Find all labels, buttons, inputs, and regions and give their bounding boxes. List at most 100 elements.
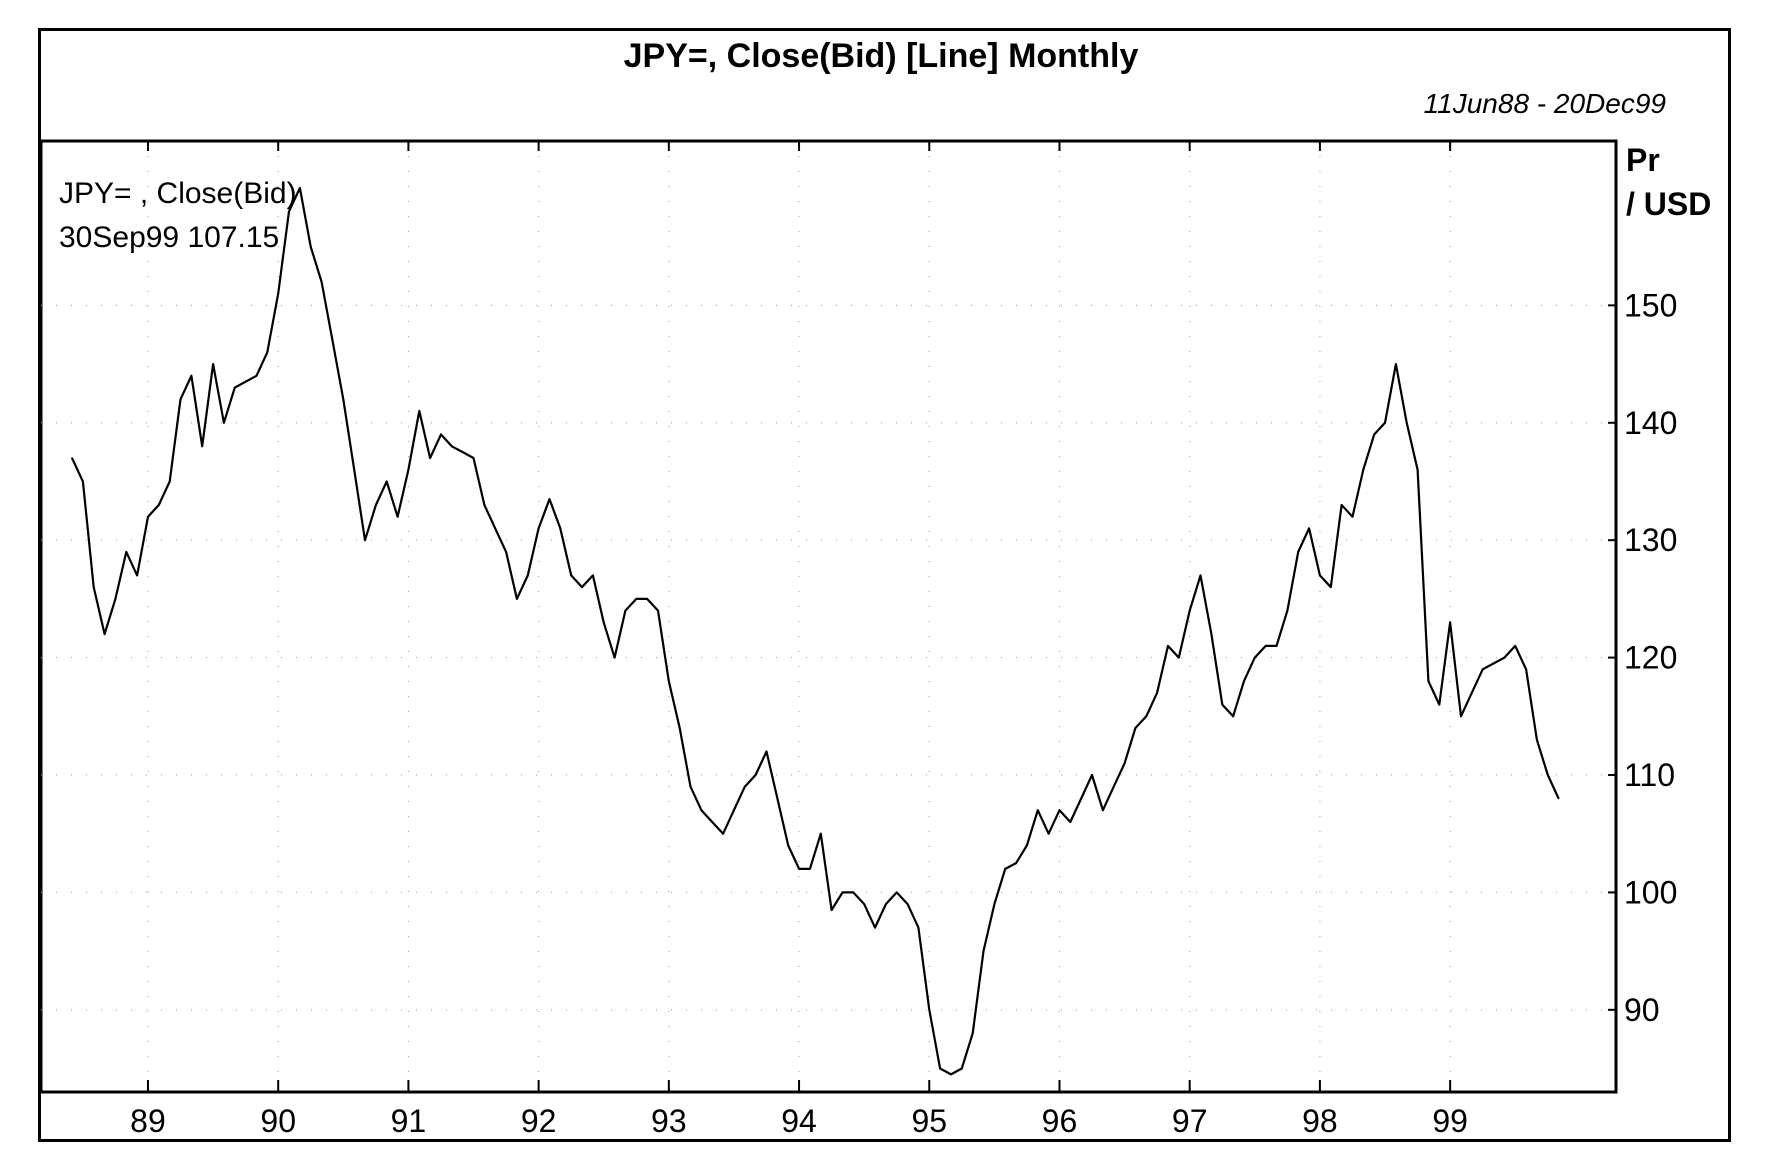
- data-point: [1123, 762, 1126, 765]
- data-point: [375, 504, 377, 506]
- data-point: [1557, 797, 1560, 800]
- data-point: [158, 504, 160, 506]
- data-point: [212, 363, 214, 365]
- data-point: [440, 433, 442, 436]
- data-point: [309, 245, 312, 248]
- data-point: [798, 868, 800, 870]
- data-point: [1308, 527, 1310, 530]
- data-point: [885, 903, 887, 905]
- data-point: [125, 551, 128, 553]
- data-point: [950, 1073, 952, 1076]
- data-point: [277, 292, 279, 295]
- data-point: [711, 821, 713, 823]
- data-point: [1449, 621, 1451, 624]
- y-unit-line1: Pr: [1626, 142, 1660, 178]
- x-tick-label: 91: [391, 1103, 427, 1139]
- data-point: [1069, 821, 1072, 823]
- data-point: [71, 457, 73, 459]
- date-range-label: 11Jun88 - 20Dec99: [1424, 88, 1666, 119]
- chart-frame: JPY=, Close(Bid) [Line] Monthly 11Jun88 …: [38, 28, 1731, 1142]
- data-point: [830, 909, 833, 911]
- y-tick-label: 110: [1624, 757, 1675, 793]
- data-point: [787, 844, 789, 847]
- data-point: [581, 586, 583, 588]
- data-point: [179, 398, 182, 401]
- data-point: [917, 926, 920, 929]
- x-tick-label: 92: [521, 1103, 557, 1139]
- data-point: [527, 574, 529, 577]
- y-tick-label: 130: [1624, 522, 1677, 558]
- data-point: [1286, 609, 1289, 612]
- y-tick-label: 100: [1624, 874, 1677, 910]
- data-point: [1525, 668, 1527, 671]
- data-point: [1351, 515, 1354, 518]
- legend-series-label: JPY= , Close(Bid): [59, 177, 297, 210]
- data-point: [168, 480, 171, 483]
- data-point: [1405, 422, 1408, 424]
- data-point: [1264, 645, 1267, 647]
- data-point: [570, 574, 572, 577]
- data-point: [1232, 715, 1234, 718]
- data-point: [1514, 645, 1516, 647]
- data-point: [494, 527, 497, 530]
- data-point: [1362, 468, 1365, 471]
- data-point: [1004, 868, 1006, 870]
- series-layer: [71, 186, 1560, 1076]
- data-point: [1384, 422, 1386, 424]
- data-point: [1188, 609, 1191, 612]
- data-point: [1210, 633, 1213, 635]
- data-point: [841, 891, 844, 894]
- data-point: [396, 515, 399, 518]
- data-point: [483, 504, 486, 506]
- data-point: [505, 551, 507, 553]
- x-tick-label: 95: [911, 1103, 947, 1139]
- data-point: [961, 1067, 963, 1070]
- chart-title: JPY=, Close(Bid) [Line] Monthly: [624, 37, 1139, 75]
- data-point: [993, 903, 996, 905]
- data-point: [928, 1009, 931, 1011]
- data-point: [1167, 645, 1169, 647]
- data-point: [1438, 703, 1441, 706]
- data-point: [1156, 692, 1158, 694]
- data-point: [1178, 656, 1180, 659]
- data-point: [1243, 680, 1245, 682]
- data-point: [1221, 703, 1224, 706]
- data-point: [1091, 774, 1093, 776]
- chart-svg: JPY=, Close(Bid) [Line] Monthly 11Jun88 …: [41, 37, 1711, 1139]
- y-axis: 90 100 110 120 130 140 150: [1608, 287, 1677, 1028]
- data-point: [1102, 809, 1104, 811]
- data-point: [1481, 668, 1484, 671]
- data-point: [592, 574, 594, 577]
- data-point: [776, 797, 779, 800]
- data-point: [461, 451, 464, 453]
- data-point: [429, 457, 431, 459]
- x-tick-label: 98: [1302, 1103, 1338, 1139]
- data-point: [190, 375, 193, 377]
- data-point: [288, 210, 290, 213]
- data-point: [114, 598, 117, 600]
- data-point: [744, 785, 746, 788]
- data-point: [418, 410, 421, 412]
- data-point: [1199, 574, 1202, 577]
- data-point: [1471, 692, 1473, 694]
- data-point: [689, 785, 692, 788]
- data-point: [82, 480, 84, 483]
- data-point: [385, 480, 388, 483]
- data-point: [668, 680, 670, 682]
- data-point: [733, 809, 735, 811]
- data-point: [906, 903, 909, 905]
- y-tick-label: 150: [1624, 287, 1677, 323]
- x-axis: 89 90 91 92 93 94 95 96 97 98 99: [130, 141, 1468, 1139]
- x-tick-label: 99: [1432, 1103, 1468, 1139]
- data-point: [678, 727, 681, 729]
- data-point: [364, 539, 366, 541]
- data-point: [971, 1032, 974, 1035]
- y-tick-label: 90: [1624, 992, 1660, 1028]
- x-tick-label: 97: [1172, 1103, 1208, 1139]
- data-point: [1297, 551, 1299, 553]
- data-point: [1319, 574, 1321, 577]
- data-point: [537, 527, 540, 530]
- x-tick-label: 89: [130, 1103, 166, 1139]
- data-point: [1275, 645, 1278, 647]
- x-tick-label: 93: [651, 1103, 687, 1139]
